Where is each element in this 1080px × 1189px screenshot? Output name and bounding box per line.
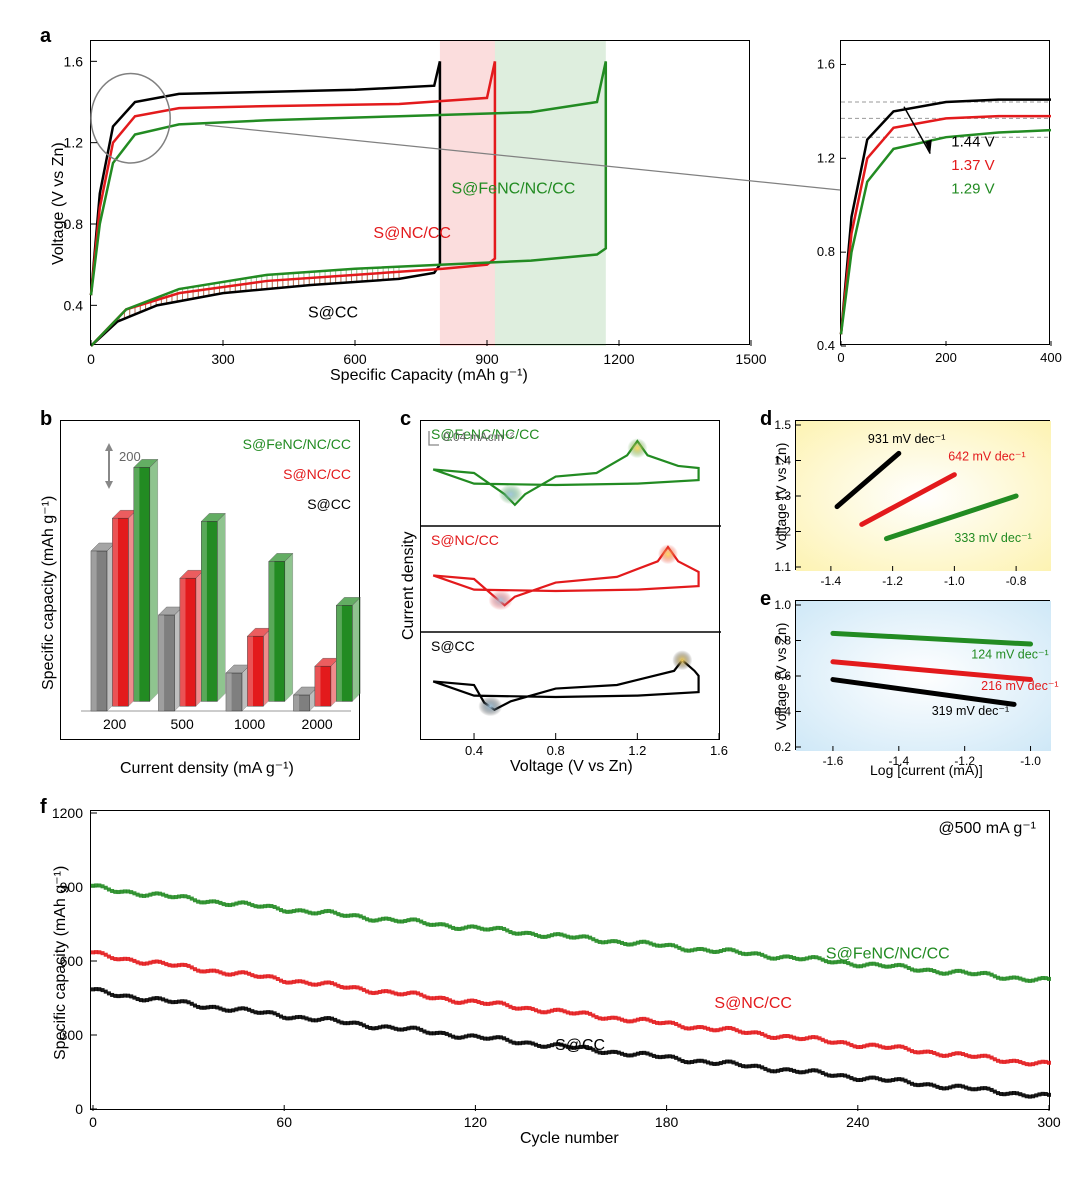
svg-text:500: 500 [170,716,194,732]
panel-b: 200 200 500 1000 2000 S@FeNC/NC/CC S@NC/CC S@CC [60,420,360,740]
chart-f: 06012018024030003006009001200S@FeNC/NC/C… [91,811,1051,1111]
svg-text:300: 300 [1037,1114,1061,1130]
e-xlabel: Log [current (mA)] [870,762,983,778]
svg-text:S@CC: S@CC [431,638,475,654]
b-ylabel: Specific capacity (mAh g⁻¹) [38,496,58,690]
a-ylabel: Voltage (V vs Zn) [50,142,68,265]
svg-text:@500 mA g⁻¹: @500 mA g⁻¹ [938,820,1036,837]
svg-text:200: 200 [935,350,957,365]
svg-text:60: 60 [276,1114,292,1130]
svg-text:1.6: 1.6 [817,56,835,71]
svg-text:-1.2: -1.2 [882,574,903,588]
svg-text:0.4: 0.4 [64,297,84,313]
svg-text:2000: 2000 [302,716,333,732]
svg-text:0.8: 0.8 [547,743,565,758]
svg-text:S@FeNC/NC/CC: S@FeNC/NC/CC [243,436,351,452]
svg-text:0.8: 0.8 [817,244,835,259]
svg-text:200: 200 [103,716,127,732]
svg-text:319 mV dec⁻¹: 319 mV dec⁻¹ [932,704,1009,718]
svg-text:1000: 1000 [234,716,265,732]
svg-text:-1.0: -1.0 [1020,754,1041,768]
svg-text:0: 0 [75,1101,83,1117]
svg-text:180: 180 [655,1114,679,1130]
b-xlabel: Current density (mA g⁻¹) [120,758,294,778]
svg-text:1.37 V: 1.37 V [951,157,994,174]
panel-e-label: e [760,588,771,611]
svg-text:0.4: 0.4 [465,743,483,758]
svg-text:200: 200 [119,449,141,464]
svg-text:0: 0 [89,1114,97,1130]
svg-text:1.5: 1.5 [774,418,791,432]
svg-text:642 mV dec⁻¹: 642 mV dec⁻¹ [948,450,1025,464]
svg-text:240: 240 [846,1114,870,1130]
c-ylabel: Current density [400,532,418,641]
svg-text:1.44 V: 1.44 V [951,134,994,151]
chart-a-inset: 02004000.40.81.21.61.44 V1.37 V1.29 V [841,41,1051,346]
svg-text:S@FeNC/NC/CC: S@FeNC/NC/CC [451,181,575,198]
panel-f: 06012018024030003006009001200S@FeNC/NC/C… [90,810,1050,1110]
panel-d: 931 mV dec⁻¹642 mV dec⁻¹333 mV dec⁻¹-1.4… [795,420,1050,570]
svg-text:-1.6: -1.6 [823,754,844,768]
svg-text:0.2: 0.2 [774,740,791,754]
chart-a-main: 0300600900120015000.40.81.21.6S@CCS@NC/C… [91,41,751,346]
c-xlabel: Voltage (V vs Zn) [510,758,633,776]
svg-text:S@FeNC/NC/CC: S@FeNC/NC/CC [826,946,950,963]
panel-f-label: f [40,796,47,819]
svg-text:1.6: 1.6 [64,53,84,69]
svg-text:1200: 1200 [52,805,83,821]
panel-a-label: a [40,25,51,48]
svg-text:300: 300 [211,351,235,367]
svg-text:400: 400 [1040,350,1062,365]
panel-c: S@FeNC/NC/CCS@NC/CCS@CC0.04 mAcm⁻²0.40.8… [420,420,720,740]
chart-d: 931 mV dec⁻¹642 mV dec⁻¹333 mV dec⁻¹-1.4… [796,421,1051,571]
f-ylabel: Specific capacity (mAh g⁻¹) [50,866,70,1060]
panel-b-label: b [40,408,52,431]
svg-text:120: 120 [464,1114,488,1130]
svg-text:1500: 1500 [735,351,766,367]
svg-text:S@CC: S@CC [307,496,351,512]
svg-text:1.2: 1.2 [817,150,835,165]
panel-a-inset: 02004000.40.81.21.61.44 V1.37 V1.29 V [840,40,1050,345]
svg-text:0.4: 0.4 [817,338,835,353]
svg-text:124 mV dec⁻¹: 124 mV dec⁻¹ [971,647,1048,661]
f-xlabel: Cycle number [520,1130,619,1148]
svg-text:-1.4: -1.4 [821,574,842,588]
svg-text:S@NC/CC: S@NC/CC [373,225,451,242]
svg-text:333 mV dec⁻¹: 333 mV dec⁻¹ [954,531,1031,545]
a-xlabel: Specific Capacity (mAh g⁻¹) [330,365,528,385]
d-ylabel: Voltage (V vs Zn) [773,443,789,550]
e-ylabel: Voltage (V vs Zn) [773,623,789,730]
svg-text:931 mV dec⁻¹: 931 mV dec⁻¹ [868,432,945,446]
chart-e: 124 mV dec⁻¹216 mV dec⁻¹319 mV dec⁻¹-1.6… [796,601,1051,751]
svg-text:1.2: 1.2 [628,743,646,758]
svg-text:S@NC/CC: S@NC/CC [431,532,499,548]
panel-e: 124 mV dec⁻¹216 mV dec⁻¹319 mV dec⁻¹-1.6… [795,600,1050,750]
svg-text:-0.8: -0.8 [1006,574,1027,588]
svg-text:1.6: 1.6 [710,743,728,758]
svg-text:0.04 mAcm⁻²: 0.04 mAcm⁻² [443,430,514,444]
svg-text:0: 0 [87,351,95,367]
svg-text:1.0: 1.0 [774,598,791,612]
svg-text:S@CC: S@CC [308,305,358,322]
panel-c-label: c [400,408,411,431]
svg-text:S@NC/CC: S@NC/CC [283,466,351,482]
figure-root: a 0300600900120015000.40.81.21.6S@CCS@NC… [20,20,1060,1169]
panel-d-label: d [760,408,772,431]
svg-text:0: 0 [837,350,844,365]
chart-c: S@FeNC/NC/CCS@NC/CCS@CC0.04 mAcm⁻²0.40.8… [421,421,721,741]
svg-text:1.29 V: 1.29 V [951,181,994,198]
svg-text:S@NC/CC: S@NC/CC [714,995,792,1012]
svg-text:S@CC: S@CC [555,1037,605,1054]
svg-text:1.1: 1.1 [774,560,791,574]
chart-b: 200 200 500 1000 2000 S@FeNC/NC/CC S@NC/CC S@CC [61,421,361,741]
svg-text:216 mV dec⁻¹: 216 mV dec⁻¹ [981,679,1058,693]
panel-a-main: 0300600900120015000.40.81.21.6S@CCS@NC/C… [90,40,750,345]
svg-text:1200: 1200 [603,351,634,367]
svg-text:-1.0: -1.0 [944,574,965,588]
